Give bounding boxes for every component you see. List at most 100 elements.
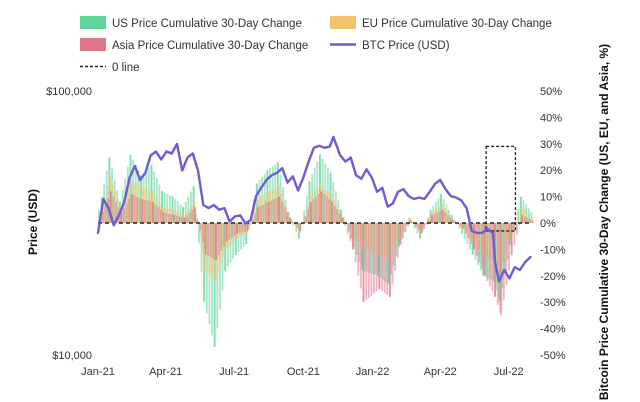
change-bar-asia	[186, 215, 188, 223]
change-bar-asia	[291, 221, 294, 223]
change-bar-asia	[328, 199, 331, 223]
change-bar-asia	[481, 223, 483, 269]
x-tick-label: Jul-21	[219, 366, 249, 378]
change-bar-asia	[281, 201, 283, 223]
change-bar-asia	[370, 223, 373, 296]
change-bar-asia	[241, 223, 244, 233]
y-right-axis-title: Bitcoin Price Cumulative 30-Day Change (…	[597, 44, 611, 400]
change-bar-asia	[167, 213, 170, 223]
change-bar-asia	[209, 223, 212, 258]
change-bar-us	[216, 223, 219, 329]
change-bar-asia	[154, 204, 157, 223]
change-bar-asia	[505, 223, 508, 286]
change-bar-us	[413, 223, 416, 229]
change-bar-asia	[220, 223, 223, 251]
change-bar-asia	[231, 223, 233, 238]
y-right-tick-label: -20%	[540, 271, 566, 283]
y-right-tick-label: -50%	[540, 350, 566, 362]
y-left-tick-label: $10,000	[52, 350, 92, 362]
change-bar-asia	[267, 201, 270, 223]
legend-label-us: US Price Cumulative 30-Day Change	[112, 18, 302, 30]
change-bar-asia	[194, 207, 196, 223]
change-bar-asia	[331, 201, 333, 223]
change-bar-asia	[178, 216, 181, 223]
change-bar-asia	[152, 201, 154, 223]
change-bar-asia	[462, 223, 465, 229]
change-bar-asia	[223, 223, 225, 247]
change-bar-asia	[352, 223, 354, 250]
change-bar-asia	[104, 204, 107, 223]
change-bar-asia	[510, 223, 513, 255]
change-bar-asia	[254, 213, 257, 223]
legend-label-btc: BTC Price (USD)	[362, 40, 450, 52]
change-bar-asia	[199, 223, 202, 231]
x-tick-label: Jan-21	[81, 366, 115, 378]
change-bar-asia	[441, 209, 444, 223]
change-bar-asia	[252, 219, 254, 223]
change-bar-asia	[467, 223, 470, 239]
change-bar-eu	[411, 221, 414, 223]
annotation-dashed-box-0	[485, 145, 517, 232]
change-bar-eu	[515, 221, 518, 223]
change-bar-asia	[396, 223, 399, 258]
change-bar-us	[166, 193, 169, 223]
change-bar-asia	[207, 223, 210, 256]
y-right-tick-label: 40%	[540, 112, 562, 124]
x-tick-label: Jan-22	[356, 366, 390, 378]
btc-price-line	[96, 135, 532, 283]
change-bar-asia	[336, 209, 339, 223]
x-tick-label: Oct-21	[287, 366, 320, 378]
y-left-tick-label: $100,000	[46, 86, 92, 98]
y-right-tick-label: -10%	[540, 244, 566, 256]
legend: US Price Cumulative 30-Day Change EU Pri…	[80, 16, 552, 74]
change-bar-asia	[508, 223, 510, 271]
legend-label-asia: Asia Price Cumulative 30-Day Change	[112, 40, 308, 52]
change-bar-asia	[299, 223, 302, 231]
change-bar-asia	[109, 191, 112, 223]
change-bar-asia	[531, 220, 534, 223]
change-bar-asia	[338, 213, 341, 223]
change-bar-us	[211, 223, 213, 336]
change-bar-asia	[359, 223, 362, 289]
change-bar-asia	[159, 209, 162, 223]
change-bar-asia	[204, 223, 207, 255]
axes-layer: $100,000 $10,000 50% 40% 30% 20% 10% 0% -10% -20%…	[46, 86, 566, 378]
change-bar-us	[219, 223, 221, 310]
change-bar-eu	[409, 217, 412, 223]
change-bar-asia	[407, 223, 410, 227]
change-bar-us	[403, 223, 406, 233]
change-bar-asia	[446, 215, 449, 223]
change-bar-asia	[496, 223, 499, 305]
y-left-axis-title: Price (USD)	[26, 189, 40, 255]
y-right-tick-label: 10%	[540, 192, 562, 204]
change-bar-asia	[233, 223, 236, 236]
change-bar-asia	[217, 223, 220, 256]
change-bar-asia	[529, 219, 531, 223]
change-bar-asia	[202, 223, 204, 243]
legend-label-eu: EU Price Cumulative 30-Day Change	[362, 18, 552, 30]
change-bar-asia	[215, 223, 217, 260]
change-bar-asia	[521, 215, 524, 223]
change-bar-asia	[394, 223, 396, 271]
change-bar-asia	[460, 223, 462, 227]
change-bar-asia	[465, 223, 468, 234]
change-bar-eu	[343, 219, 346, 223]
change-bar-asia	[526, 217, 529, 223]
change-bar-asia	[304, 216, 307, 223]
change-bar-us	[424, 223, 427, 225]
change-bar-us	[240, 223, 242, 250]
change-bar-asia	[188, 212, 191, 223]
x-tick-label: Apr-21	[149, 366, 182, 378]
change-bar-asia	[346, 223, 349, 234]
change-bar-asia	[212, 223, 215, 259]
x-tick-label: Apr-22	[424, 366, 457, 378]
change-bar-asia	[228, 223, 231, 240]
change-bar-asia	[183, 217, 186, 223]
change-bar-us	[237, 223, 240, 253]
change-bar-us	[292, 223, 295, 226]
y-right-tick-label: 50%	[540, 86, 562, 98]
change-bar-asia	[423, 223, 425, 229]
change-bar-asia	[249, 223, 252, 226]
